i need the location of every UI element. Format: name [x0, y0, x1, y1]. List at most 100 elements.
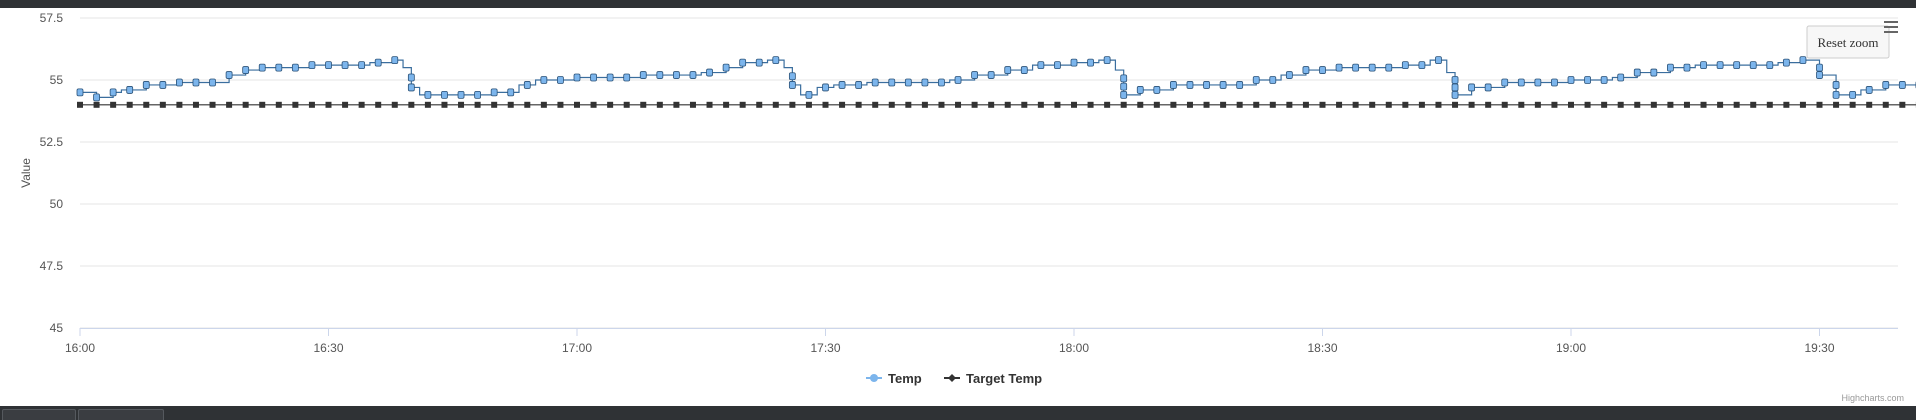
temp-point	[574, 74, 580, 81]
temp-point	[1121, 75, 1127, 82]
temp-point	[1833, 81, 1839, 88]
target-point	[1121, 102, 1127, 108]
reset-zoom-label: Reset zoom	[1817, 35, 1878, 50]
temp-point	[1452, 84, 1458, 91]
temp-point	[723, 64, 729, 71]
temp-point	[1817, 72, 1823, 79]
temp-point	[1452, 77, 1458, 84]
y-tick-label: 45	[50, 321, 64, 335]
temp-point	[110, 89, 116, 96]
temp-point	[1021, 67, 1027, 74]
target-point	[823, 102, 829, 108]
x-tick-label: 16:00	[65, 341, 95, 355]
temp-point	[889, 79, 895, 86]
target-point	[789, 102, 795, 108]
temp-point	[160, 81, 166, 88]
target-point	[1270, 102, 1276, 108]
target-point	[508, 102, 514, 108]
y-tick-label: 50	[50, 197, 64, 211]
x-tick-label: 19:00	[1556, 341, 1586, 355]
temp-point	[839, 81, 845, 88]
target-point	[938, 102, 944, 108]
target-point	[1419, 102, 1425, 108]
temp-point	[392, 57, 398, 64]
target-point	[491, 102, 497, 108]
temp-point	[127, 86, 133, 93]
target-point	[326, 102, 332, 108]
target-point	[1469, 102, 1475, 108]
target-point	[1386, 102, 1392, 108]
temp-point	[1750, 62, 1756, 69]
target-point	[243, 102, 249, 108]
temp-point	[1435, 57, 1441, 64]
temp-point	[1800, 57, 1806, 64]
target-point	[1866, 102, 1872, 108]
temp-point	[77, 89, 83, 96]
target-point	[1684, 102, 1690, 108]
target-point	[1717, 102, 1723, 108]
y-tick-label: 57.5	[40, 11, 64, 25]
x-tick-label: 16:30	[313, 341, 343, 355]
temp-point	[359, 62, 365, 69]
target-point	[624, 102, 630, 108]
reset-zoom-button[interactable]: Reset zoom	[1807, 26, 1889, 58]
target-point	[1204, 102, 1210, 108]
target-point	[1303, 102, 1309, 108]
temp-point	[1850, 91, 1856, 98]
temp-point	[872, 79, 878, 86]
temp-point	[541, 77, 547, 84]
legend-label-temp: Temp	[888, 371, 922, 386]
hamburger-menu-icon[interactable]	[1884, 21, 1898, 33]
temp-point	[756, 59, 762, 66]
target-point	[342, 102, 348, 108]
target-point	[1651, 102, 1657, 108]
target-point	[1038, 102, 1044, 108]
target-point	[1005, 102, 1011, 108]
target-point	[1071, 102, 1077, 108]
temp-point	[1419, 62, 1425, 69]
target-point	[1187, 102, 1193, 108]
target-point	[441, 102, 447, 108]
target-point	[922, 102, 928, 108]
target-point	[673, 102, 679, 108]
temp-point	[640, 72, 646, 79]
y-tick-label: 47.5	[40, 259, 64, 273]
target-point	[1021, 102, 1027, 108]
target-point	[193, 102, 199, 108]
temp-point	[988, 72, 994, 79]
target-point	[1667, 102, 1673, 108]
temp-point	[1336, 64, 1342, 71]
target-point	[1353, 102, 1359, 108]
temp-point	[1220, 81, 1226, 88]
temp-point	[1005, 67, 1011, 74]
temp-point	[591, 74, 597, 81]
target-point	[988, 102, 994, 108]
target-point	[1850, 102, 1856, 108]
temp-point	[1601, 77, 1607, 84]
bottom-tab-2[interactable]	[78, 409, 164, 420]
temp-point	[1535, 79, 1541, 86]
temp-point	[1187, 81, 1193, 88]
target-point	[972, 102, 978, 108]
target-point	[905, 102, 911, 108]
target-point	[110, 102, 116, 108]
target-point	[359, 102, 365, 108]
target-point	[1154, 102, 1160, 108]
temp-point	[972, 72, 978, 79]
target-point	[1435, 102, 1441, 108]
temp-point	[607, 74, 613, 81]
temp-point	[1502, 79, 1508, 86]
target-point	[773, 102, 779, 108]
target-point	[707, 102, 713, 108]
target-point	[1452, 102, 1458, 108]
target-point	[1601, 102, 1607, 108]
target-point	[375, 102, 381, 108]
bottom-tab-1[interactable]	[2, 409, 76, 420]
temp-point	[657, 72, 663, 79]
highcharts-credits[interactable]: Highcharts.com	[1841, 393, 1904, 403]
target-point	[77, 102, 83, 108]
target-point	[1336, 102, 1342, 108]
target-point	[1286, 102, 1292, 108]
temp-point	[458, 91, 464, 98]
